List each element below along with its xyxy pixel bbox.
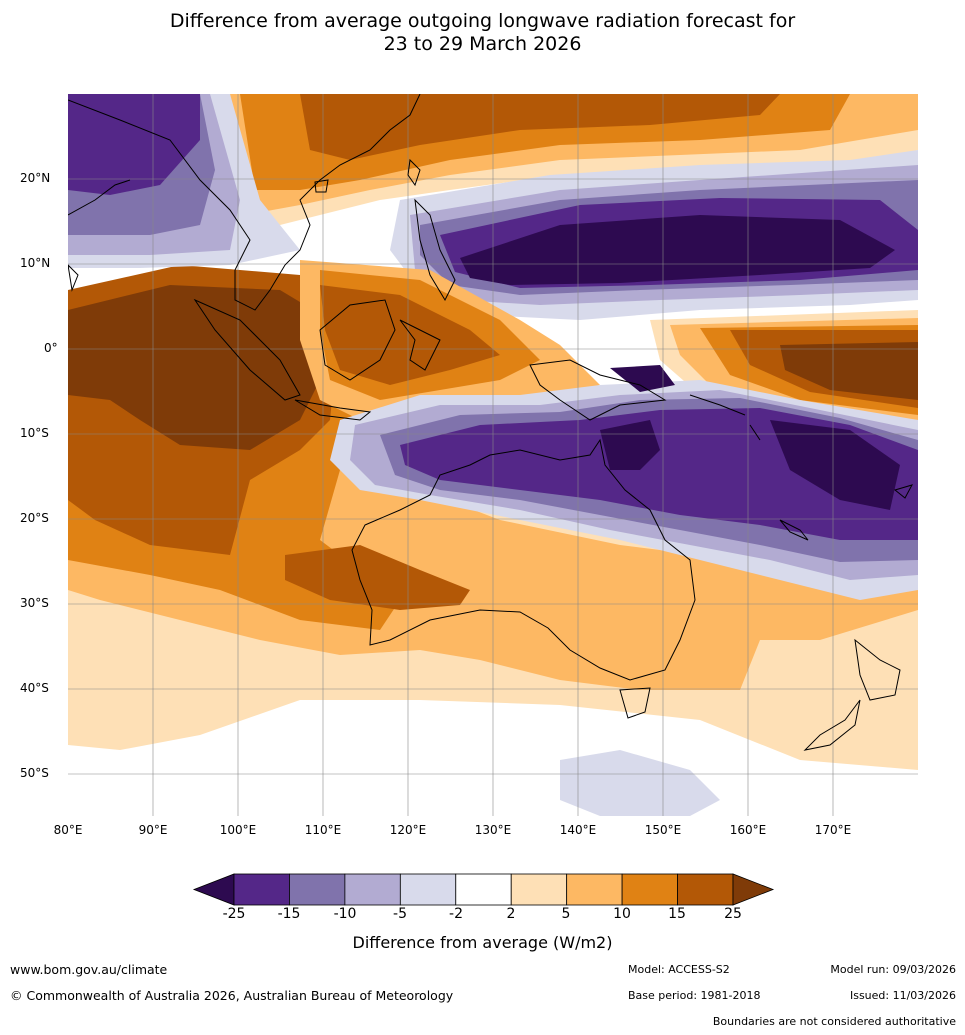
colorbar-title: Difference from average (W/m2) <box>352 933 613 952</box>
coastline-solomons <box>689 394 746 416</box>
colorbar-swatch <box>510 873 568 906</box>
boundaries-disclaimer: Boundaries are not considered authoritat… <box>712 1015 956 1028</box>
colorbar-tick: -2 <box>449 906 463 922</box>
lon-label-80e: 80°E <box>53 823 83 837</box>
colorbar-swatch <box>344 873 401 906</box>
anomaly-zone-15-25-north <box>300 94 780 160</box>
anomaly-zone-minus2-minus5-south <box>560 750 720 816</box>
colorbar-swatch <box>566 873 623 906</box>
graticule <box>68 94 918 816</box>
lat-label-30s: 30°S <box>20 596 49 610</box>
lat-label-10n: 10°N <box>20 256 51 270</box>
lat-label-50s: 50°S <box>20 766 49 780</box>
colorbar-under-arrow <box>192 873 235 906</box>
colorbar <box>192 873 775 906</box>
lat-label-0: 0° <box>44 341 58 355</box>
copyright-notice: © Commonwealth of Australia 2026, Austra… <box>10 988 454 1003</box>
colorbar-tick: 2 <box>506 906 516 922</box>
coastline-fiji <box>893 484 914 499</box>
coastline-new-zealand-south <box>803 699 861 751</box>
lat-label-20n: 20°N <box>20 171 51 185</box>
coastline-tasmania <box>619 687 651 719</box>
coastline-australia <box>351 438 696 681</box>
coastline-java <box>294 399 372 421</box>
coastlines <box>68 94 914 751</box>
lat-label-20s: 20°S <box>20 511 49 525</box>
colorbar-tick: 15 <box>668 906 686 922</box>
anomaly-zone-under-minus25-east <box>770 420 900 510</box>
colorbar-swatch <box>621 873 678 906</box>
colorbar-swatch <box>289 873 346 906</box>
anomaly-zone-15-25-australia <box>285 545 470 610</box>
lat-label-10s: 10°S <box>20 426 49 440</box>
map-title: Difference from average outgoing longwav… <box>0 10 965 56</box>
coastline-hainan <box>314 179 329 193</box>
lon-label-120e: 120°E <box>389 823 427 837</box>
lon-label-170e: 170°E <box>814 823 852 837</box>
coastline-new-guinea <box>529 359 667 421</box>
colorbar-swatch <box>455 873 512 906</box>
coastline-sulawesi <box>399 319 441 371</box>
coastline-sumatra <box>193 298 301 401</box>
coastline-vanuatu <box>749 424 761 441</box>
title-line-1: Difference from average outgoing longwav… <box>169 10 796 32</box>
lon-label-160e: 160°E <box>729 823 767 837</box>
colorbar-tick: 5 <box>561 906 571 922</box>
anomaly-zone-under-minus25-pacific <box>460 215 895 285</box>
model-name: Model: ACCESS-S2 <box>628 963 730 976</box>
coastline-taiwan <box>407 158 421 187</box>
anomaly-zone-under-minus25-coral <box>600 420 660 470</box>
lon-label-110e: 110°E <box>304 823 342 837</box>
colorbar-swatch <box>399 873 457 906</box>
coastline-asia-mainland <box>68 94 421 311</box>
colorbar-tick: -10 <box>333 906 357 922</box>
lon-label-100e: 100°E <box>219 823 257 837</box>
coastline-philippines <box>414 198 456 302</box>
coastline-india <box>68 179 131 216</box>
website-link[interactable]: www.bom.gov.au/climate <box>10 962 168 977</box>
coastline-new-zealand-north <box>854 638 901 701</box>
anomaly-zone-15-25-maritime <box>320 285 500 385</box>
colorbar-tick: -15 <box>277 906 301 922</box>
lon-label-130e: 130°E <box>474 823 512 837</box>
anomaly-zone-over-25-west <box>68 285 330 450</box>
anomaly-zone-under-minus25-png <box>610 365 675 392</box>
lon-label-90e: 90°E <box>138 823 168 837</box>
base-period: Base period: 1981-2018 <box>628 989 761 1002</box>
colorbar-tick: -5 <box>393 906 407 922</box>
colorbar-swatch <box>677 873 734 906</box>
colorbar-tick: 25 <box>724 906 742 922</box>
lon-label-150e: 150°E <box>644 823 682 837</box>
model-run-date: Model run: 09/03/2026 <box>830 963 956 976</box>
title-line-2: 23 to 29 March 2026 <box>383 33 582 55</box>
colorbar-tick: -25 <box>222 906 246 922</box>
anomaly-zone-over-25-equator <box>780 342 918 400</box>
coastline-borneo <box>319 299 396 381</box>
anomaly-zone-minus15-minus25-north <box>68 94 200 195</box>
lat-label-40s: 40°S <box>20 681 49 695</box>
colorbar-tick: 10 <box>613 906 631 922</box>
colorbar-over-arrow <box>732 873 775 906</box>
colorbar-swatch <box>233 873 290 906</box>
coastline-sri-lanka <box>68 264 79 292</box>
issued-date: Issued: 11/03/2026 <box>849 989 956 1002</box>
lon-label-140e: 140°E <box>559 823 597 837</box>
coastline-new-caledonia <box>779 519 809 541</box>
